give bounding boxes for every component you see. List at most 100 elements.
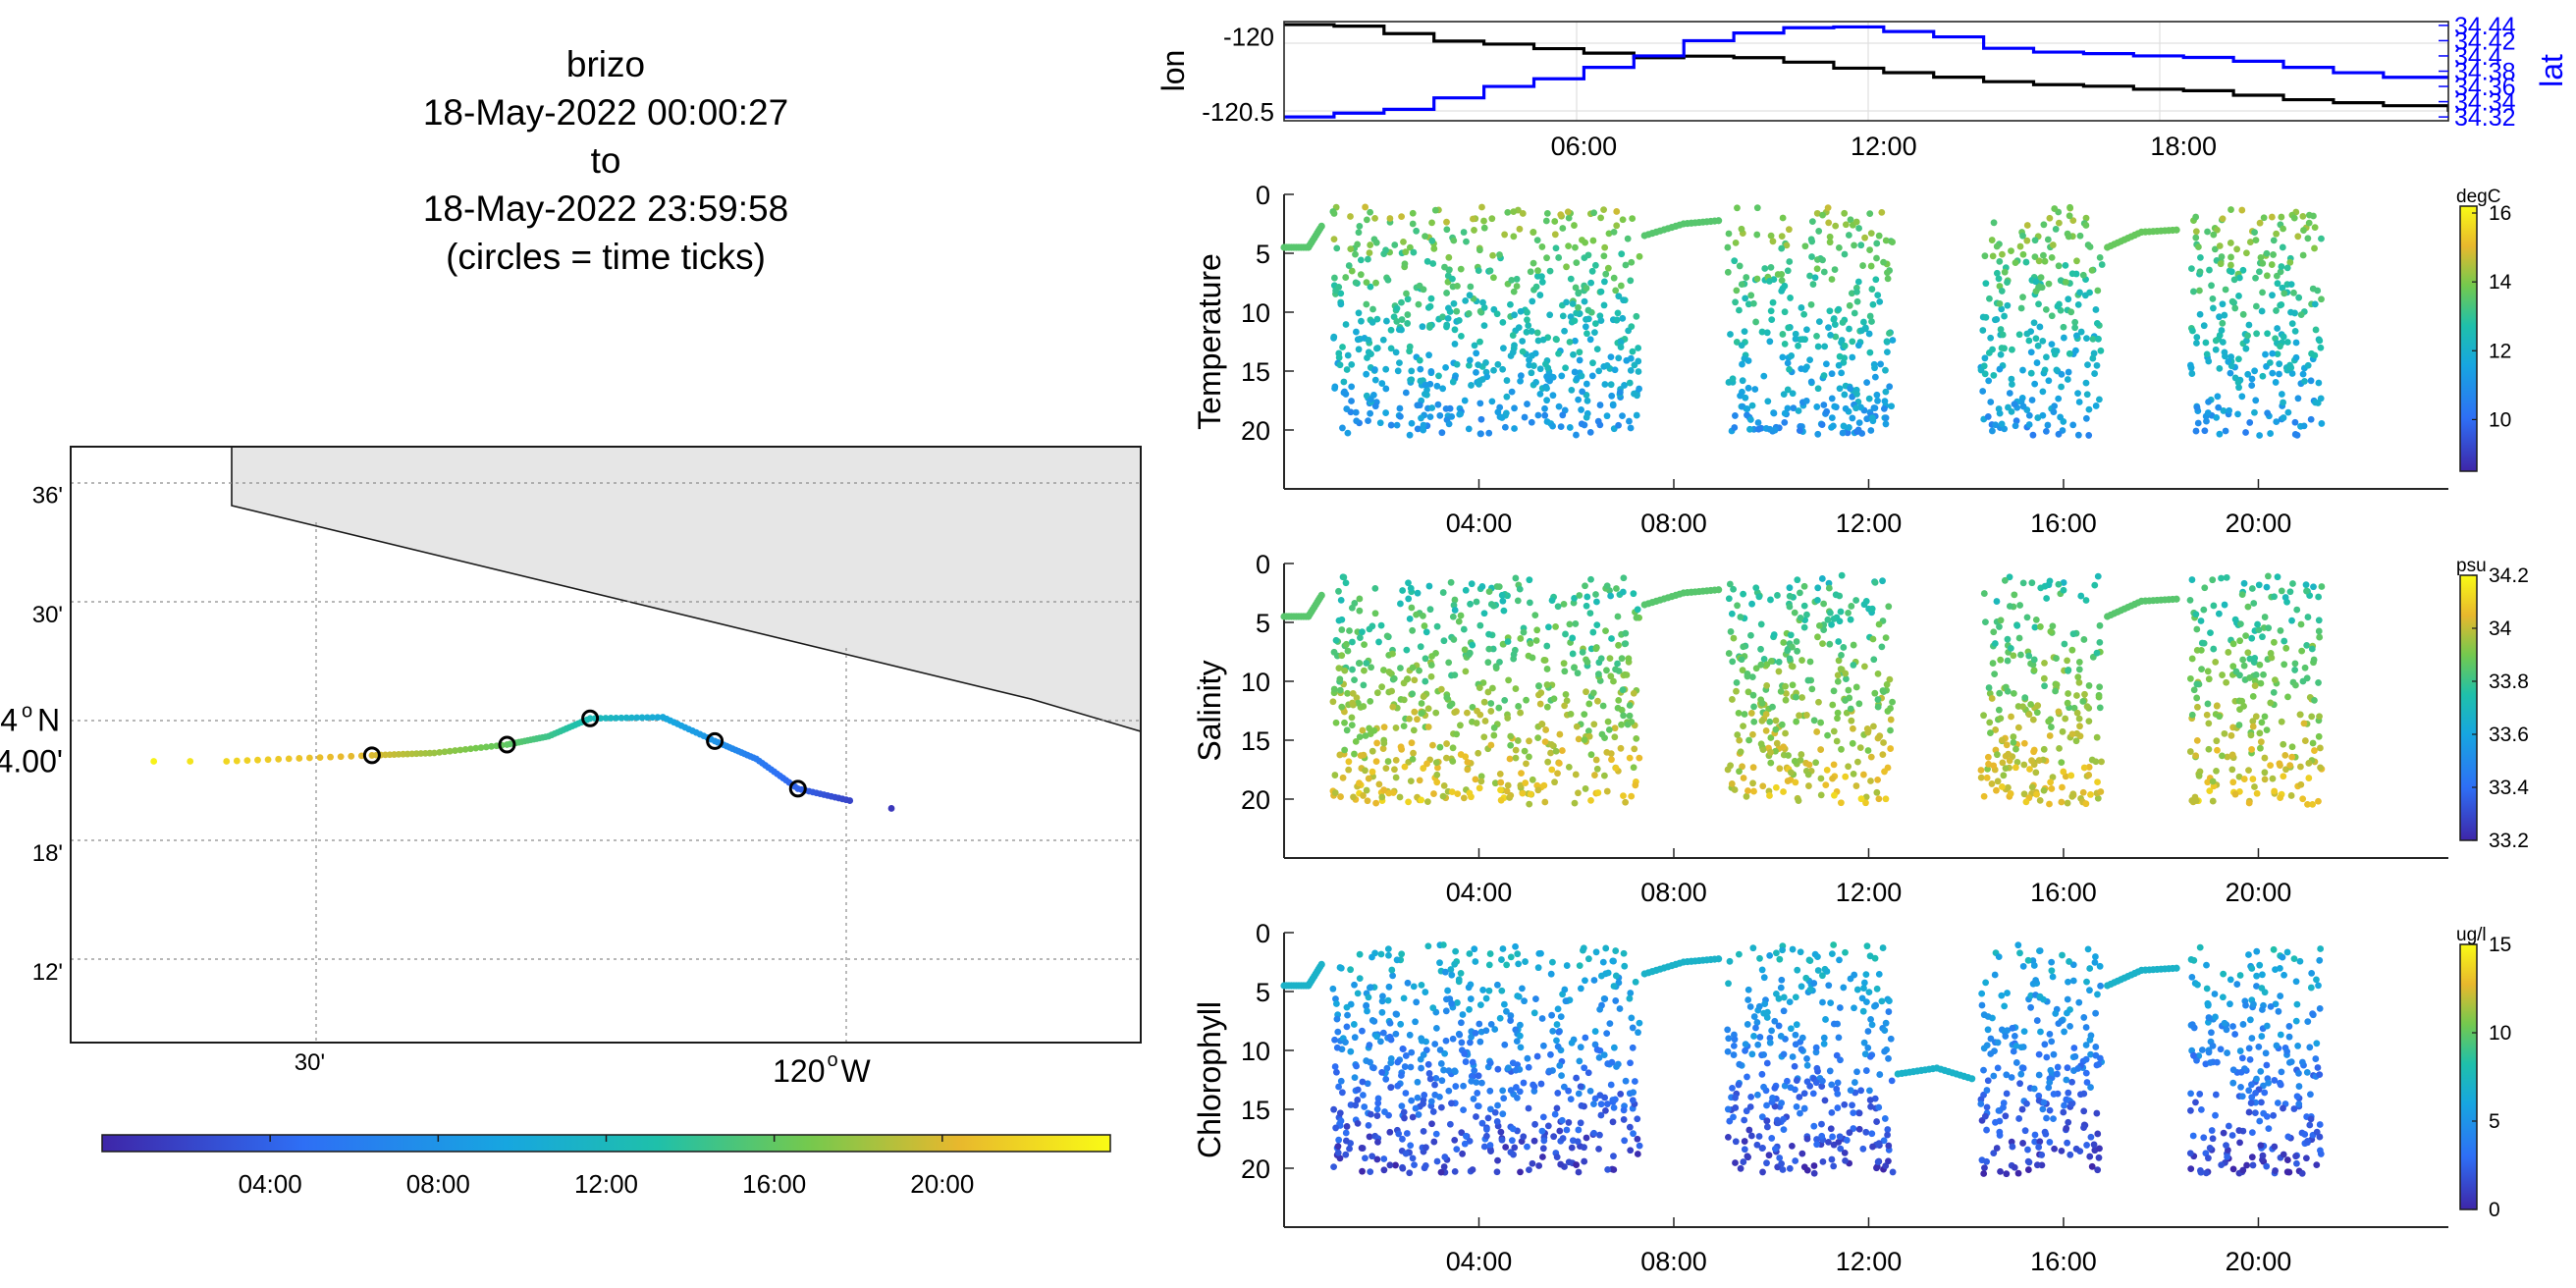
data-point bbox=[2310, 656, 2318, 664]
data-point bbox=[2038, 1152, 2046, 1158]
data-point bbox=[1485, 588, 1493, 596]
data-point bbox=[2240, 776, 2248, 782]
panel-colorbar-unit: ug/l bbox=[2456, 925, 2487, 945]
data-point bbox=[1439, 385, 1447, 393]
data-point bbox=[1602, 1106, 1609, 1114]
data-point bbox=[1597, 972, 1605, 980]
data-point bbox=[2227, 1000, 2233, 1008]
data-point bbox=[2297, 620, 2305, 628]
data-point bbox=[1734, 731, 1742, 738]
data-point bbox=[2029, 431, 2037, 439]
data-point bbox=[1362, 732, 1369, 739]
data-point bbox=[1569, 650, 1577, 658]
data-point bbox=[1631, 390, 1637, 398]
data-point bbox=[2263, 272, 2271, 280]
track-point bbox=[586, 715, 594, 723]
data-point bbox=[1787, 1025, 1795, 1033]
data-point bbox=[2305, 775, 2313, 781]
data-point bbox=[1582, 239, 1588, 246]
data-point bbox=[2313, 1040, 2321, 1047]
data-point bbox=[2256, 432, 2264, 439]
data-point bbox=[1779, 1166, 1787, 1173]
data-point bbox=[2065, 1118, 2072, 1126]
track-point bbox=[327, 753, 334, 761]
data-point bbox=[1830, 1162, 1838, 1170]
data-point bbox=[1486, 1087, 1494, 1095]
data-point bbox=[2086, 965, 2094, 972]
data-point bbox=[2208, 1029, 2215, 1037]
data-point bbox=[1736, 1060, 1744, 1068]
track-point bbox=[482, 743, 490, 751]
data-point bbox=[1881, 1115, 1889, 1122]
data-point bbox=[1343, 1003, 1351, 1011]
data-point bbox=[1408, 376, 1416, 384]
data-point bbox=[2248, 1154, 2256, 1161]
data-point bbox=[1575, 1168, 1583, 1176]
data-point bbox=[2048, 341, 2056, 349]
data-point bbox=[1337, 290, 1345, 297]
data-point bbox=[1798, 694, 1806, 701]
data-point bbox=[1852, 218, 1860, 226]
data-point bbox=[1767, 658, 1775, 665]
data-point bbox=[1541, 798, 1549, 806]
data-point bbox=[1595, 1053, 1603, 1061]
data-point bbox=[1512, 754, 1520, 762]
data-point bbox=[1360, 681, 1368, 689]
data-point bbox=[1887, 745, 1895, 752]
data-point bbox=[2240, 662, 2248, 670]
data-point bbox=[1586, 336, 1594, 344]
data-point bbox=[1534, 786, 1542, 794]
data-point bbox=[1448, 412, 1456, 420]
data-point bbox=[1820, 600, 1828, 608]
map-title: brizo 18-May-2022 00:00:27 to 18-May-202… bbox=[423, 44, 788, 277]
data-point bbox=[1741, 1116, 1748, 1124]
data-point bbox=[1758, 717, 1766, 724]
data-point bbox=[2220, 970, 2227, 978]
data-point bbox=[1356, 660, 1364, 667]
data-point bbox=[1370, 726, 1378, 734]
data-point bbox=[1600, 1051, 1608, 1058]
data-point bbox=[1808, 253, 1815, 260]
data-point bbox=[1396, 793, 1404, 801]
data-point bbox=[1338, 626, 1346, 633]
data-point bbox=[2193, 694, 2201, 702]
data-point bbox=[1983, 774, 1991, 781]
data-point bbox=[1603, 412, 1611, 420]
data-point bbox=[1402, 389, 1410, 397]
data-point bbox=[1575, 1090, 1583, 1098]
data-point bbox=[1597, 1111, 1605, 1119]
data-point bbox=[1804, 771, 1812, 778]
data-point bbox=[1994, 778, 2002, 785]
panel-colorbar bbox=[2459, 205, 2478, 472]
data-point bbox=[1332, 719, 1340, 726]
data-point bbox=[1753, 1141, 1761, 1149]
data-point bbox=[2023, 237, 2031, 244]
data-point bbox=[2061, 1028, 2067, 1036]
data-point bbox=[1445, 1087, 1453, 1095]
data-point bbox=[1780, 391, 1788, 399]
data-point bbox=[1780, 1050, 1788, 1058]
data-point bbox=[1583, 316, 1589, 323]
data-point bbox=[1882, 795, 1890, 803]
title-line-3: to bbox=[591, 140, 621, 181]
data-point bbox=[2087, 791, 2094, 798]
data-point bbox=[1360, 703, 1368, 710]
data-point bbox=[2054, 302, 2062, 310]
data-point bbox=[1491, 1026, 1499, 1033]
data-point bbox=[1347, 1047, 1355, 1055]
data-point bbox=[2096, 683, 2104, 691]
data-point bbox=[1337, 1077, 1345, 1085]
data-point bbox=[2071, 1052, 2079, 1060]
data-point bbox=[1588, 372, 1596, 380]
data-point bbox=[1555, 760, 1563, 767]
data-point bbox=[1466, 649, 1474, 657]
data-point bbox=[1609, 1118, 1617, 1126]
data-point bbox=[1533, 329, 1541, 337]
data-point bbox=[1504, 638, 1512, 645]
data-point bbox=[1880, 258, 1887, 266]
data-point bbox=[1984, 765, 1992, 773]
data-point bbox=[1626, 702, 1634, 709]
panel-y-axis-label: Temperature bbox=[1192, 253, 1227, 430]
data-point bbox=[2290, 955, 2298, 963]
